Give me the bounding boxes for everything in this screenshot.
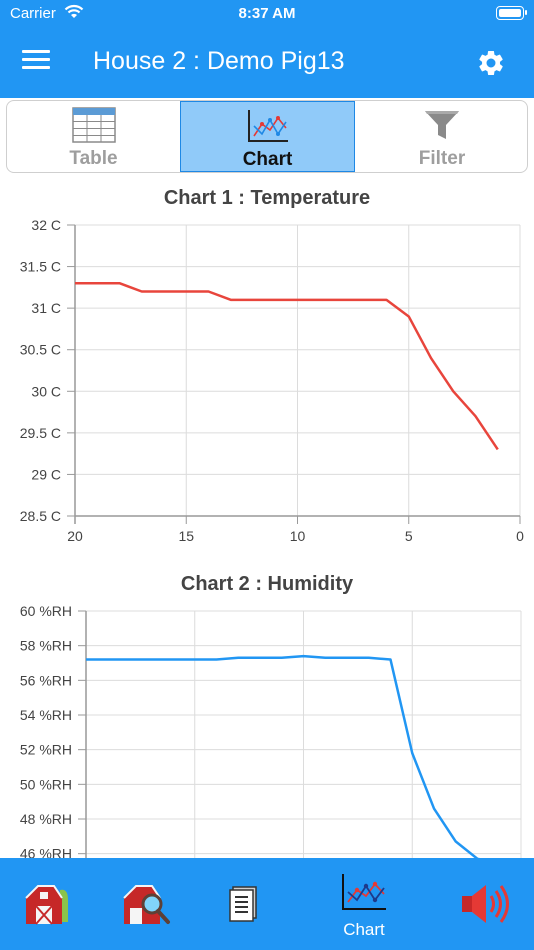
view-tabs: Table Chart Filter [6, 100, 528, 173]
nav-label: Chart [343, 920, 385, 939]
series-line [86, 654, 481, 858]
y-tick-label: 56 %RH [20, 672, 72, 688]
chart-title: Chart 1 : Temperature [163, 187, 371, 209]
y-tick-label: 50 %RH [20, 776, 72, 792]
gear-icon[interactable] [476, 48, 506, 78]
tab-table[interactable]: Table [7, 101, 180, 172]
table-icon [71, 107, 116, 143]
y-tick-label: 30.5 C [20, 342, 61, 358]
nav-barn[interactable] [0, 858, 96, 950]
status-time: 8:37 AM [238, 5, 296, 22]
barn-search-icon [123, 885, 170, 924]
nav-report[interactable] [196, 858, 292, 950]
y-tick-label: 32 C [31, 217, 61, 233]
app-bar: House 2 : Demo Pig13 [0, 28, 534, 98]
x-tick-label: 0 [516, 528, 524, 544]
wifi-icon [64, 4, 84, 18]
page-title: House 2 : Demo Pig13 [93, 47, 345, 75]
nav-barn-search[interactable] [100, 858, 196, 950]
bottom-nav: Chart [0, 858, 534, 950]
nav-chart[interactable]: Chart [316, 858, 412, 950]
tab-filter[interactable]: Filter [355, 101, 527, 172]
barn-icon [25, 885, 68, 925]
y-tick-label: 29 C [31, 466, 61, 482]
y-tick-label: 28.5 C [20, 508, 61, 524]
x-tick-label: 10 [290, 528, 306, 544]
y-tick-label: 48 %RH [20, 811, 72, 827]
y-tick-label: 58 %RH [20, 638, 72, 654]
chart-icon [342, 874, 386, 910]
x-tick-label: 20 [67, 528, 83, 544]
temperature-chart: 28.5 C 29 C 29.5 C 30 C 30.5 C 31 C 31.5 C 32 C… [20, 217, 524, 544]
x-tick-label: 5 [405, 528, 413, 544]
tab-chart[interactable]: Chart [180, 101, 355, 172]
carrier-label: Carrier [10, 5, 56, 22]
y-tick-label: 60 %RH [20, 603, 72, 619]
menu-icon[interactable] [22, 50, 50, 76]
series-line [75, 281, 499, 451]
y-tick-label: 54 %RH [20, 707, 72, 723]
tab-label: Filter [418, 148, 466, 169]
y-tick-label: 46 %RH [20, 846, 72, 858]
y-tick-label: 29.5 C [20, 425, 61, 441]
speaker-icon [462, 885, 509, 923]
humidity-chart: 46 %RH 48 %RH 50 %RH 52 %RH 54 %RH 56 %RH 58 %… [20, 603, 522, 858]
battery-icon [496, 6, 527, 20]
nav-sound[interactable] [438, 858, 534, 950]
tab-label: Chart [242, 149, 293, 170]
x-tick-label: 15 [178, 528, 194, 544]
y-tick-label: 31 C [31, 300, 61, 316]
y-tick-label: 30 C [31, 383, 61, 399]
status-bar: Carrier 8:37 AM [0, 0, 534, 28]
filter-icon [425, 111, 459, 139]
tab-label: Table [69, 148, 118, 169]
document-icon [229, 886, 257, 922]
chart-icon [247, 110, 288, 142]
y-tick-label: 31.5 C [20, 259, 61, 275]
y-tick-label: 52 %RH [20, 742, 72, 758]
chart-title: Chart 2 : Humidity [180, 573, 354, 595]
